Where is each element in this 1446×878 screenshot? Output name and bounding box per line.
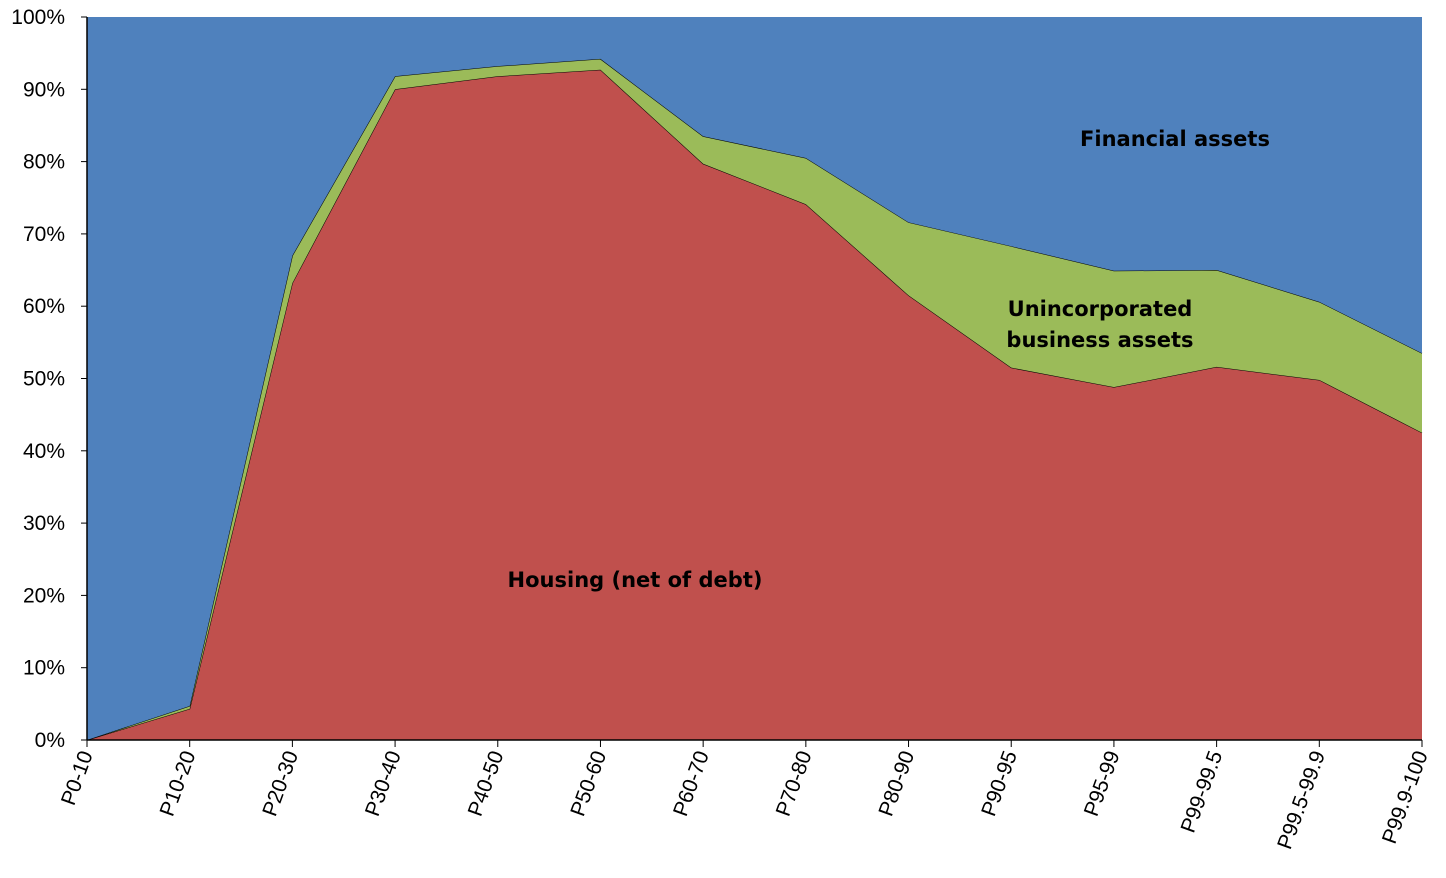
y-tick-label: 90%: [23, 78, 65, 101]
y-tick-label: 80%: [23, 151, 65, 174]
x-tick-label: P95-99: [1080, 748, 1125, 820]
y-tick-label: 60%: [23, 295, 65, 318]
y-tick-label: 70%: [23, 223, 65, 246]
series-label: Housing (net of debt): [507, 568, 763, 592]
x-tick-label: P40-50: [464, 748, 509, 820]
x-tick-label: P99.5-99.9: [1273, 748, 1330, 852]
x-tick-label: P70-80: [772, 748, 817, 820]
series-label: Unincorporated business assets: [1006, 297, 1194, 352]
x-tick-label: P90-95: [977, 748, 1022, 820]
y-tick-label: 50%: [23, 368, 65, 391]
y-tick-label: 30%: [23, 512, 65, 535]
y-tick-label: 0%: [35, 729, 65, 752]
y-tick-label: 40%: [23, 440, 65, 463]
area: [87, 17, 1422, 740]
y-tick-label: 10%: [23, 657, 65, 680]
x-tick-label: P80-90: [874, 748, 919, 820]
x-tick-label: P10-20: [156, 748, 201, 820]
x-tick-label: P99-99.5: [1177, 748, 1228, 836]
area: [87, 69, 1422, 741]
x-tick-label: P50-60: [566, 748, 611, 820]
y-tick-label: 20%: [23, 584, 65, 607]
x-tick-label: P30-40: [361, 748, 406, 820]
series-label: Financial assets: [1080, 127, 1270, 151]
x-tick-label: P99.9-100: [1378, 748, 1433, 847]
x-tick-label: P0-10: [57, 748, 98, 809]
x-tick-label: P60-70: [669, 748, 714, 820]
y-tick-label: 100%: [11, 6, 65, 29]
x-tick-label: P20-30: [258, 748, 303, 820]
